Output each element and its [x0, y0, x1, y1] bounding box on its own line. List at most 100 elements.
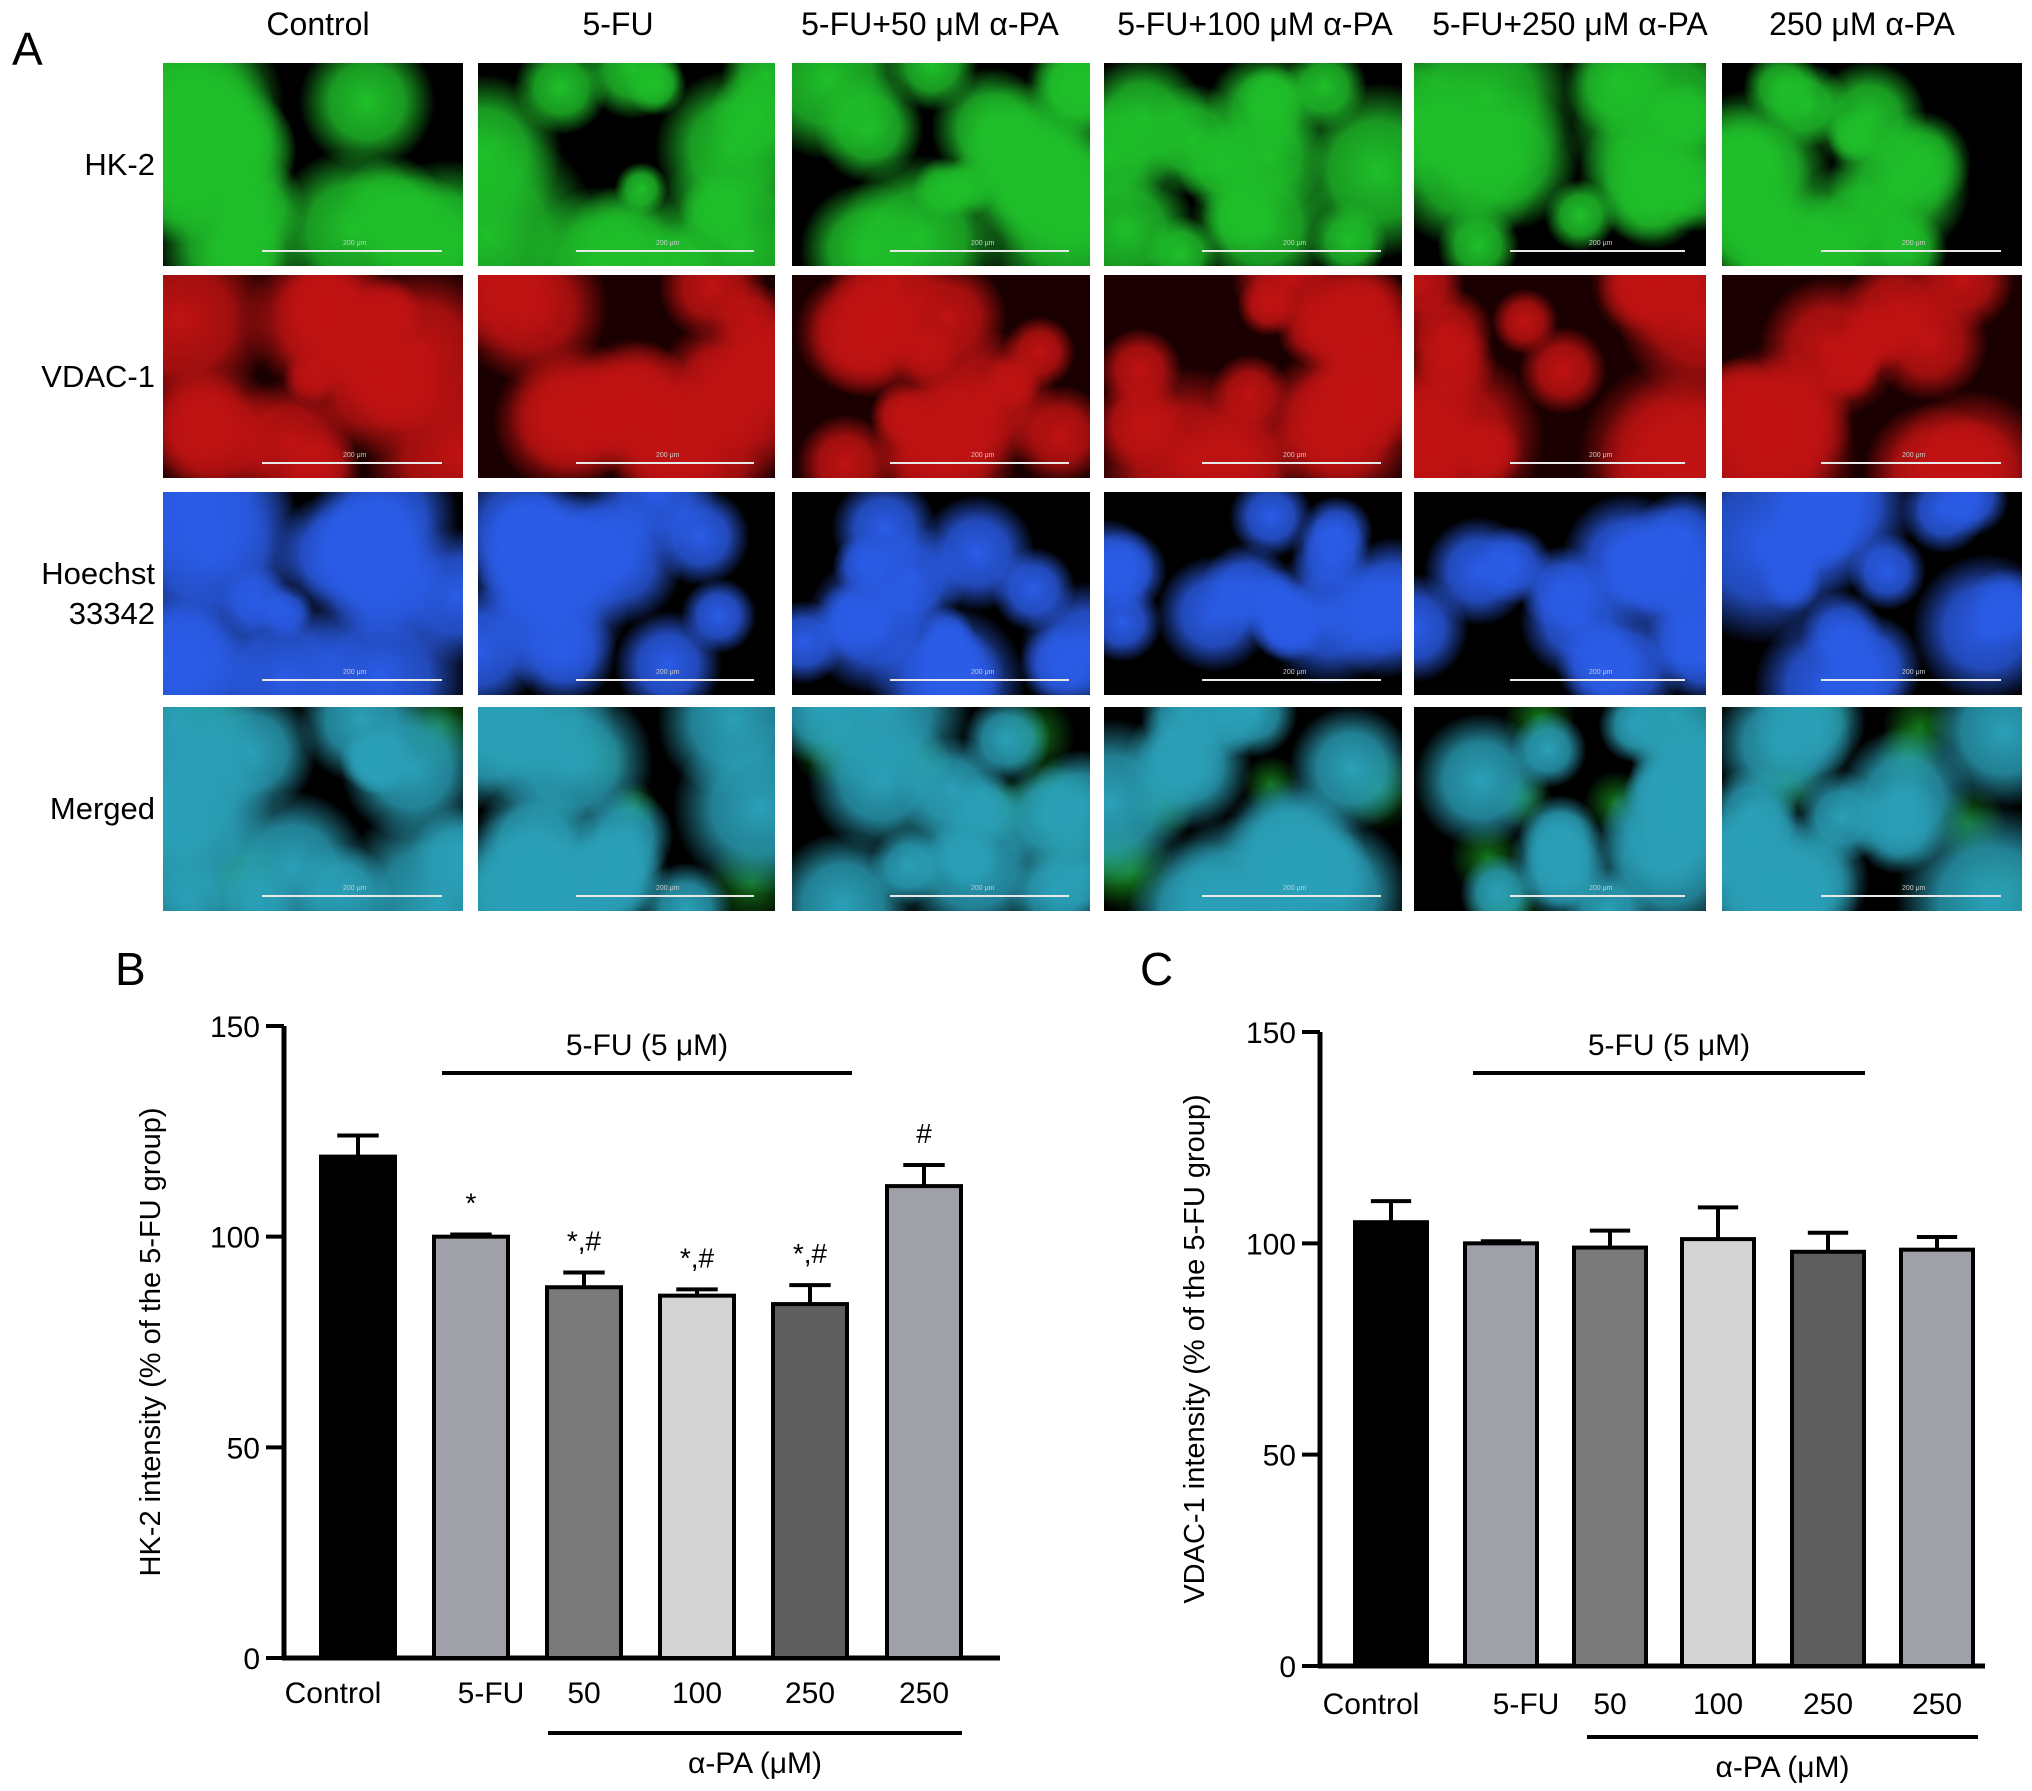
panel-label-b: B — [115, 943, 146, 995]
treatment-bracket-label: 5-FU (5 μM) — [1588, 1029, 1750, 1062]
column-header: Control — [266, 6, 370, 42]
scale-bar-label: 200 μm — [1283, 669, 1307, 676]
scale-bar — [262, 895, 442, 897]
bar — [1353, 1220, 1429, 1668]
micrograph-image: 200 μm — [478, 492, 775, 695]
y-axis-label: VDAC-1 intensity (% of the 5-FU group) — [1179, 1094, 1211, 1603]
significance-label: *,# — [793, 1238, 828, 1269]
scale-bar — [262, 250, 442, 252]
scale-bar-label: 200 μm — [1283, 240, 1307, 247]
scale-bar — [576, 250, 754, 252]
scale-bar-label: 200 μm — [971, 452, 995, 459]
scale-bar — [1202, 250, 1381, 252]
scale-bar — [1510, 250, 1685, 252]
scale-bar — [1510, 462, 1685, 464]
scale-bar-label: 200 μm — [1902, 240, 1926, 247]
x-tick-label: 5-FU — [1493, 1688, 1560, 1721]
micrograph-image: 200 μm — [792, 492, 1090, 695]
significance-label: *,# — [680, 1242, 715, 1273]
scale-bar-label: 200 μm — [971, 240, 995, 247]
bar — [545, 1285, 623, 1660]
scale-bar-label: 200 μm — [343, 240, 367, 247]
y-axis-label: HK-2 intensity (% of the 5-FU group) — [135, 1107, 167, 1576]
column-header: 250 μM α-PA — [1769, 6, 1955, 42]
hk2-bar-chart: HK-2 intensity (% of the 5-FU group) 0 50 1… — [135, 1011, 1000, 1780]
scale-bar-label: 200 μm — [1283, 452, 1307, 459]
micrograph-image: 200 μm — [478, 275, 775, 478]
bar — [432, 1234, 510, 1660]
scale-bar — [1821, 679, 2001, 681]
micrograph-image: 200 μm — [792, 707, 1090, 911]
scale-bar-label: 200 μm — [343, 452, 367, 459]
x-tick-label: Control — [1323, 1688, 1420, 1721]
y-tick-label: 150 — [1246, 1017, 1296, 1050]
y-tick-label: 100 — [210, 1222, 260, 1255]
micrograph-image: 200 μm — [1104, 275, 1402, 478]
micrograph-image: 200 μm — [1722, 63, 2022, 266]
dose-bracket-label: α-PA (μM) — [688, 1747, 822, 1780]
y-tick-label: 50 — [1263, 1440, 1296, 1473]
micrograph-image: 200 μm — [163, 707, 463, 911]
y-tick-label: 150 — [210, 1011, 260, 1044]
micrograph-image: 200 μm — [163, 63, 463, 266]
scale-bar-label: 200 μm — [1283, 885, 1307, 892]
scale-bar-label: 200 μm — [656, 240, 680, 247]
treatment-bracket-label: 5-FU (5 μM) — [566, 1029, 728, 1062]
scale-bar — [1821, 462, 2001, 464]
panel-label-a: A — [12, 23, 43, 75]
vdac1-bar-chart: VDAC-1 intensity (% of the 5-FU group) 0 5… — [1179, 1017, 1985, 1784]
micrograph-image: 200 μm — [478, 63, 775, 266]
bar — [771, 1302, 849, 1660]
scale-bar — [890, 679, 1069, 681]
micrograph-image: 200 μm — [1414, 492, 1706, 695]
scale-bar — [576, 679, 754, 681]
micrograph-image: 200 μm — [1722, 275, 2022, 478]
bar — [319, 1154, 397, 1660]
scale-bar-label: 200 μm — [1902, 452, 1926, 459]
significance-label: * — [466, 1188, 477, 1219]
x-tick-label: 250 — [1803, 1688, 1853, 1721]
bar — [1899, 1247, 1975, 1668]
x-tick-label: 250 — [1912, 1688, 1962, 1721]
x-tick-label: Control — [285, 1677, 382, 1710]
scale-bar-label: 200 μm — [1902, 669, 1926, 676]
scale-bar — [1821, 250, 2001, 252]
micrograph-image: 200 μm — [163, 275, 463, 478]
bar — [885, 1184, 963, 1660]
y-tick-label: 100 — [1246, 1228, 1296, 1261]
scale-bar — [1510, 895, 1685, 897]
scale-bar — [890, 250, 1069, 252]
scale-bar-label: 200 μm — [1589, 669, 1613, 676]
dose-bracket-label: α-PA (μM) — [1715, 1751, 1849, 1784]
micrograph-image: 200 μm — [1722, 492, 2022, 695]
scale-bar-label: 200 μm — [1902, 885, 1926, 892]
micrograph-image: 200 μm — [1414, 275, 1706, 478]
micrograph-image: 200 μm — [163, 492, 463, 695]
y-tick-label: 50 — [227, 1432, 260, 1465]
scale-bar — [890, 462, 1069, 464]
scale-bar — [1202, 895, 1381, 897]
row-label: HK-2 — [84, 146, 155, 182]
micrograph-image: 200 μm — [1722, 707, 2022, 911]
scale-bar — [1510, 679, 1685, 681]
column-header: 5-FU+100 μM α-PA — [1117, 6, 1393, 42]
micrograph-image: 200 μm — [792, 63, 1090, 266]
x-tick-label: 100 — [1693, 1688, 1743, 1721]
y-tick-label: 0 — [1279, 1651, 1296, 1684]
row-label: Merged — [49, 791, 155, 826]
bar — [658, 1293, 736, 1660]
micrograph-image: 200 μm — [1104, 492, 1402, 695]
scale-bar-label: 200 μm — [1589, 240, 1613, 247]
significance-label: # — [916, 1118, 932, 1149]
column-header: 5-FU+250 μM α-PA — [1432, 6, 1708, 42]
x-tick-label: 100 — [672, 1677, 722, 1710]
panel-label-c: C — [1140, 943, 1174, 995]
scale-bar-label: 200 μm — [343, 669, 367, 676]
scale-bar-label: 200 μm — [971, 669, 995, 676]
scale-bar — [1202, 462, 1381, 464]
x-tick-label: 50 — [567, 1677, 600, 1710]
scale-bar — [262, 679, 442, 681]
scale-bar-label: 200 μm — [656, 669, 680, 676]
row-label: VDAC-1 — [41, 358, 155, 394]
micrograph-image: 200 μm — [1414, 707, 1706, 911]
